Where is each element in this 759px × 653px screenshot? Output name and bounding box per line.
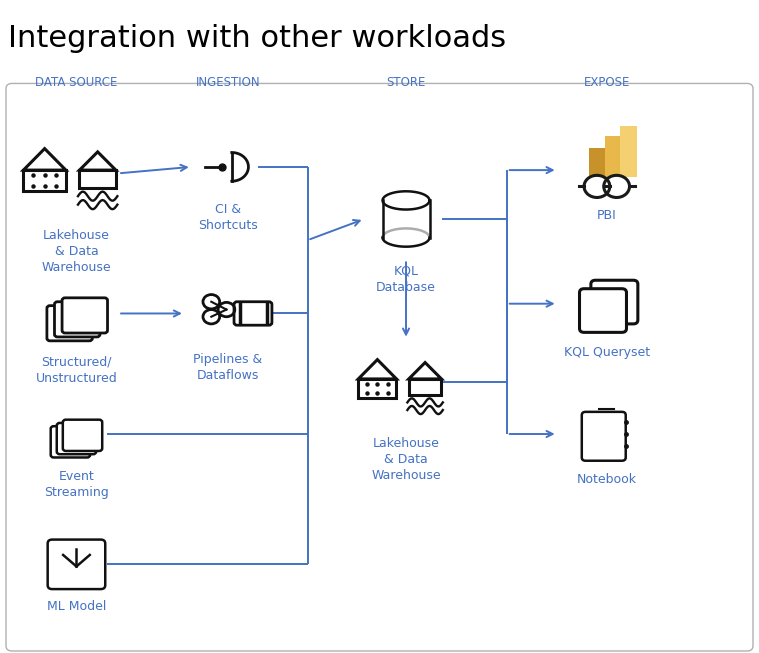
FancyBboxPatch shape <box>234 302 272 325</box>
Text: KQL Queryset: KQL Queryset <box>564 346 650 359</box>
FancyBboxPatch shape <box>47 306 93 341</box>
Text: STORE: STORE <box>386 76 426 89</box>
FancyBboxPatch shape <box>580 289 626 332</box>
FancyBboxPatch shape <box>62 298 108 333</box>
FancyBboxPatch shape <box>63 420 102 451</box>
Text: Lakehouse
& Data
Warehouse: Lakehouse & Data Warehouse <box>42 229 112 274</box>
Text: Event
Streaming: Event Streaming <box>44 470 109 499</box>
Text: Lakehouse
& Data
Warehouse: Lakehouse & Data Warehouse <box>371 438 441 483</box>
Text: ML Model: ML Model <box>47 600 106 613</box>
FancyBboxPatch shape <box>57 423 96 454</box>
Text: INGESTION: INGESTION <box>196 76 260 89</box>
FancyBboxPatch shape <box>582 412 625 461</box>
FancyBboxPatch shape <box>588 148 605 176</box>
Text: Pipelines &
Dataflows: Pipelines & Dataflows <box>194 353 263 381</box>
FancyBboxPatch shape <box>620 126 637 176</box>
Text: PBI: PBI <box>597 209 616 222</box>
Text: Integration with other workloads: Integration with other workloads <box>8 24 506 52</box>
Text: Notebook: Notebook <box>577 473 637 486</box>
Text: Structured/
Unstructured: Structured/ Unstructured <box>36 356 118 385</box>
Text: KQL
Database: KQL Database <box>376 264 436 294</box>
FancyBboxPatch shape <box>6 84 753 651</box>
FancyBboxPatch shape <box>48 539 106 589</box>
FancyBboxPatch shape <box>591 280 638 324</box>
Text: CI &
Shortcuts: CI & Shortcuts <box>198 202 258 232</box>
FancyBboxPatch shape <box>605 136 622 176</box>
FancyBboxPatch shape <box>55 302 100 337</box>
FancyBboxPatch shape <box>51 426 90 458</box>
Text: EXPOSE: EXPOSE <box>584 76 630 89</box>
Text: DATA SOURCE: DATA SOURCE <box>35 76 118 89</box>
